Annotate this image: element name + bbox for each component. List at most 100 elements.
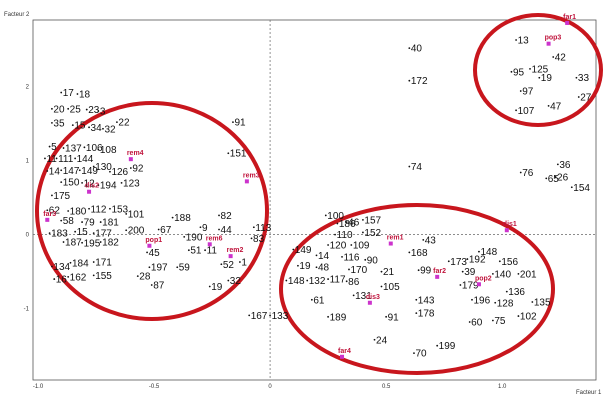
modality-marker — [244, 179, 249, 184]
point-marker — [53, 278, 56, 280]
point-marker — [498, 260, 501, 263]
point-marker — [62, 241, 65, 243]
point-marker — [92, 232, 95, 235]
point-marker — [341, 255, 343, 258]
modality-label: far1 — [563, 14, 576, 21]
point-marker — [218, 228, 220, 231]
point-marker — [380, 270, 383, 273]
modality-label: far4 — [338, 348, 351, 355]
point-marker — [81, 221, 83, 223]
point-marker — [44, 157, 46, 160]
point-marker — [505, 290, 508, 293]
x-axis-title: Facteur 1 — [576, 390, 602, 396]
point-marker — [62, 147, 65, 149]
point-marker — [385, 315, 388, 318]
point-label: 190 — [186, 232, 203, 243]
point-marker — [334, 233, 336, 236]
point-label: 148 — [288, 276, 305, 287]
point-marker — [204, 249, 207, 252]
modality-label: far2 — [433, 268, 446, 275]
point-marker — [491, 272, 494, 275]
point-label: 51 — [190, 246, 202, 257]
point-label: 149 — [295, 245, 312, 256]
point-label: 181 — [102, 218, 119, 229]
plot-frame — [32, 19, 597, 381]
point-label: 120 — [330, 241, 347, 252]
x-tick-label: -0.5 — [149, 384, 160, 390]
point-marker — [239, 261, 241, 263]
modality-marker — [207, 242, 212, 247]
point-label: 136 — [508, 287, 525, 298]
point-marker — [327, 244, 330, 246]
point-label: 134 — [53, 262, 70, 273]
point-label: 76 — [522, 168, 534, 179]
y-axis-title: Facteur 2 — [4, 12, 30, 18]
point-marker — [545, 177, 548, 180]
point-label: 15 — [77, 227, 89, 238]
point-marker — [176, 266, 179, 269]
point-marker — [519, 171, 522, 174]
point-label: 182 — [102, 238, 119, 249]
point-marker — [85, 108, 88, 111]
point-label: 135 — [534, 298, 551, 309]
modality-marker — [228, 254, 233, 259]
point-label: 110 — [337, 230, 353, 241]
modality-marker — [367, 300, 372, 305]
point-marker — [494, 301, 497, 304]
point-marker — [60, 169, 63, 172]
point-marker — [51, 194, 53, 197]
point-label: 112 — [91, 204, 107, 215]
point-label: 179 — [462, 280, 479, 291]
point-marker — [97, 148, 100, 151]
point-label: 26 — [557, 172, 569, 183]
point-label: 116 — [344, 252, 360, 263]
point-label: 42 — [555, 53, 567, 64]
point-marker — [415, 312, 418, 315]
point-label: 152 — [364, 228, 381, 239]
point-label: 70 — [415, 349, 427, 360]
point-label: 101 — [128, 209, 145, 220]
point-label: 36 — [559, 160, 571, 171]
modality-marker — [87, 189, 92, 194]
point-label: 132 — [309, 276, 326, 287]
point-marker — [83, 146, 86, 149]
point-label: 178 — [418, 309, 435, 320]
point-label: 25 — [70, 104, 82, 115]
point-marker — [345, 221, 348, 223]
point-marker — [88, 126, 90, 129]
point-marker — [327, 315, 330, 318]
point-marker — [577, 96, 580, 98]
point-label: 92 — [132, 164, 144, 175]
point-marker — [48, 145, 51, 148]
point-marker — [350, 244, 353, 246]
modality-labels: far1 pop3 rem4 dis2 rem3 far3 pop1 rem6 rem2 rem1… — [43, 14, 576, 359]
modality-marker — [504, 228, 509, 233]
point-marker — [48, 232, 51, 235]
point-marker — [380, 285, 383, 288]
point-label: 109 — [353, 241, 370, 252]
modality-marker — [388, 241, 393, 246]
cluster-ellipse-bottom-right — [279, 203, 555, 375]
modality-marker — [147, 243, 152, 248]
modality-label: dis2 — [85, 183, 99, 190]
point-label: 147 — [63, 166, 80, 177]
point-label: 19 — [299, 261, 311, 272]
point-marker — [78, 169, 81, 172]
point-label: 19 — [541, 73, 553, 84]
modality-marker — [45, 217, 50, 222]
point-marker — [81, 181, 83, 184]
point-label: 192 — [469, 255, 486, 266]
point-marker — [408, 251, 411, 254]
point-marker — [109, 170, 111, 173]
x-tick-label: 0 — [268, 384, 272, 390]
point-marker — [109, 207, 111, 210]
point-marker — [297, 264, 299, 267]
point-label: 168 — [411, 248, 428, 259]
point-label: 162 — [70, 272, 87, 283]
point-label: 184 — [72, 258, 89, 269]
point-label: 3 — [100, 107, 106, 118]
point-label: 15 — [74, 121, 86, 132]
point-label: 14 — [318, 251, 330, 262]
